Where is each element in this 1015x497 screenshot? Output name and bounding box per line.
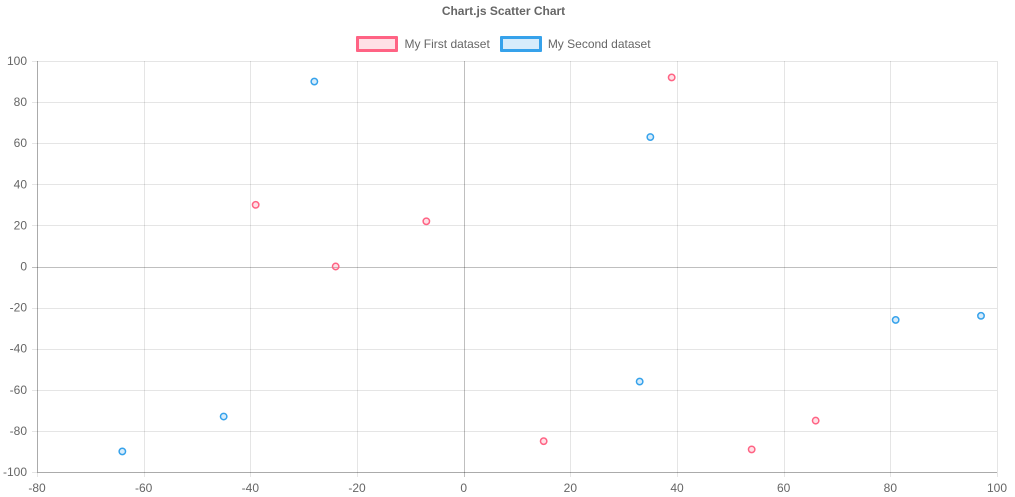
y-tick-label: 40 bbox=[14, 177, 28, 191]
data-point-series-2[interactable] bbox=[118, 447, 127, 456]
data-point-series-1[interactable] bbox=[811, 416, 820, 425]
data-point-series-2[interactable] bbox=[977, 311, 985, 320]
y-tick-label: 80 bbox=[14, 95, 28, 109]
data-point-series-1[interactable] bbox=[667, 73, 676, 82]
data-point-series-1[interactable] bbox=[422, 217, 431, 226]
grid-lines bbox=[32, 61, 998, 477]
chart-title: Chart.js Scatter Chart bbox=[441, 4, 566, 18]
legend-label-first-dataset: My First dataset bbox=[404, 37, 490, 51]
legend-item-second-dataset[interactable]: My Second dataset bbox=[499, 36, 651, 52]
x-tick-label: -80 bbox=[28, 481, 46, 495]
x-tick-label: -40 bbox=[242, 481, 260, 495]
data-point-series-1[interactable] bbox=[251, 200, 260, 209]
legend-swatch-first-dataset bbox=[356, 36, 399, 52]
y-tick-label: 0 bbox=[20, 260, 27, 274]
x-tick-label: -20 bbox=[348, 481, 366, 495]
y-tick-label: 20 bbox=[14, 218, 28, 232]
legend-swatch-second-dataset bbox=[499, 36, 542, 52]
x-tick-label: 40 bbox=[670, 481, 684, 495]
legend-item-first-dataset[interactable]: My First dataset bbox=[356, 36, 490, 52]
data-point-series-2[interactable] bbox=[635, 377, 644, 386]
data-point-series-1[interactable] bbox=[539, 437, 548, 446]
data-points bbox=[118, 73, 985, 456]
y-tick-label: -40 bbox=[10, 342, 28, 356]
data-point-series-2[interactable] bbox=[219, 412, 228, 421]
y-tick-label: 60 bbox=[14, 136, 28, 150]
y-tick-label: -100 bbox=[3, 465, 27, 479]
x-tick-label: 100 bbox=[987, 481, 1007, 495]
data-point-series-2[interactable] bbox=[310, 77, 319, 86]
data-point-series-2[interactable] bbox=[646, 133, 655, 141]
y-tick-label: -80 bbox=[10, 424, 28, 438]
x-tick-label: 60 bbox=[777, 481, 791, 495]
y-tick-label: -60 bbox=[10, 383, 28, 397]
chart-legend: My First dataset My Second dataset bbox=[0, 36, 1007, 52]
y-tick-label: 100 bbox=[7, 54, 27, 68]
data-point-series-1[interactable] bbox=[331, 262, 340, 271]
data-point-series-1[interactable] bbox=[747, 445, 756, 454]
legend-label-second-dataset: My Second dataset bbox=[547, 37, 651, 51]
x-tick-label: 80 bbox=[884, 481, 898, 495]
axes: -80 -60 -40 -20 0 20 40 60 80 100 100 80 60 40 20 0 -20 -… bbox=[3, 54, 1007, 495]
x-tick-label: -60 bbox=[135, 481, 153, 495]
x-tick-label: 20 bbox=[564, 481, 578, 495]
x-tick-label: 0 bbox=[460, 481, 467, 495]
y-tick-label: -20 bbox=[10, 301, 28, 315]
data-point-series-2[interactable] bbox=[891, 315, 900, 324]
